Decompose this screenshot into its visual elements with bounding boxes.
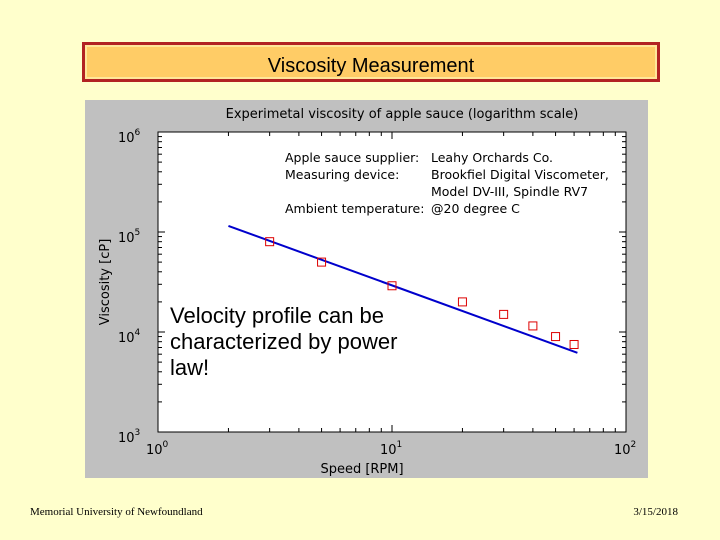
data-point <box>499 309 509 319</box>
annotation-label: Ambient temperature: <box>285 201 424 216</box>
data-point <box>387 281 397 291</box>
slide-title: Viscosity Measurement <box>267 54 475 77</box>
y-axis-label: Viscosity [cP] <box>98 239 113 326</box>
y-tick-label: 103 <box>118 428 140 446</box>
x-tick-label: 102 <box>614 440 636 458</box>
x-tick-label: 100 <box>146 440 169 458</box>
annotation-value: Model DV-III, Spindle RV7 <box>431 184 588 199</box>
data-point <box>569 339 579 349</box>
x-axis-label: Speed [RPM] <box>320 462 403 477</box>
footer-institution: Memorial University of Newfoundland <box>30 506 203 518</box>
x-tick-label: 101 <box>380 440 402 458</box>
annotation-value: @20 degree C <box>431 201 520 216</box>
y-tick-label: 105 <box>118 228 140 246</box>
power-law-note: Velocity profile can be characterized by… <box>170 303 398 380</box>
data-point <box>551 332 561 342</box>
data-point <box>457 297 467 307</box>
chart-title: Experimetal viscosity of apple sauce (lo… <box>226 107 579 122</box>
data-point <box>265 237 275 247</box>
annotation-label: Measuring device: <box>285 167 399 182</box>
power-law-fit-line <box>228 224 578 354</box>
slide-title-box: Viscosity Measurement <box>82 42 660 82</box>
data-point <box>528 321 538 331</box>
viscosity-chart: 100 101 102 103 104 105 106 Experimetal viscosi… <box>98 107 636 477</box>
annotation-value: Brookfiel Digital Viscometer, <box>431 167 609 182</box>
y-tick-label: 106 <box>118 128 141 146</box>
y-tick-label: 104 <box>118 328 141 346</box>
footer-date: 3/15/2018 <box>633 506 678 518</box>
annotation-label: Apple sauce supplier: <box>285 150 419 165</box>
data-point <box>317 257 327 267</box>
annotation-value: Leahy Orchards Co. <box>431 150 553 165</box>
chart-figure: 100 101 102 103 104 105 106 Experimetal viscosi… <box>85 100 648 478</box>
